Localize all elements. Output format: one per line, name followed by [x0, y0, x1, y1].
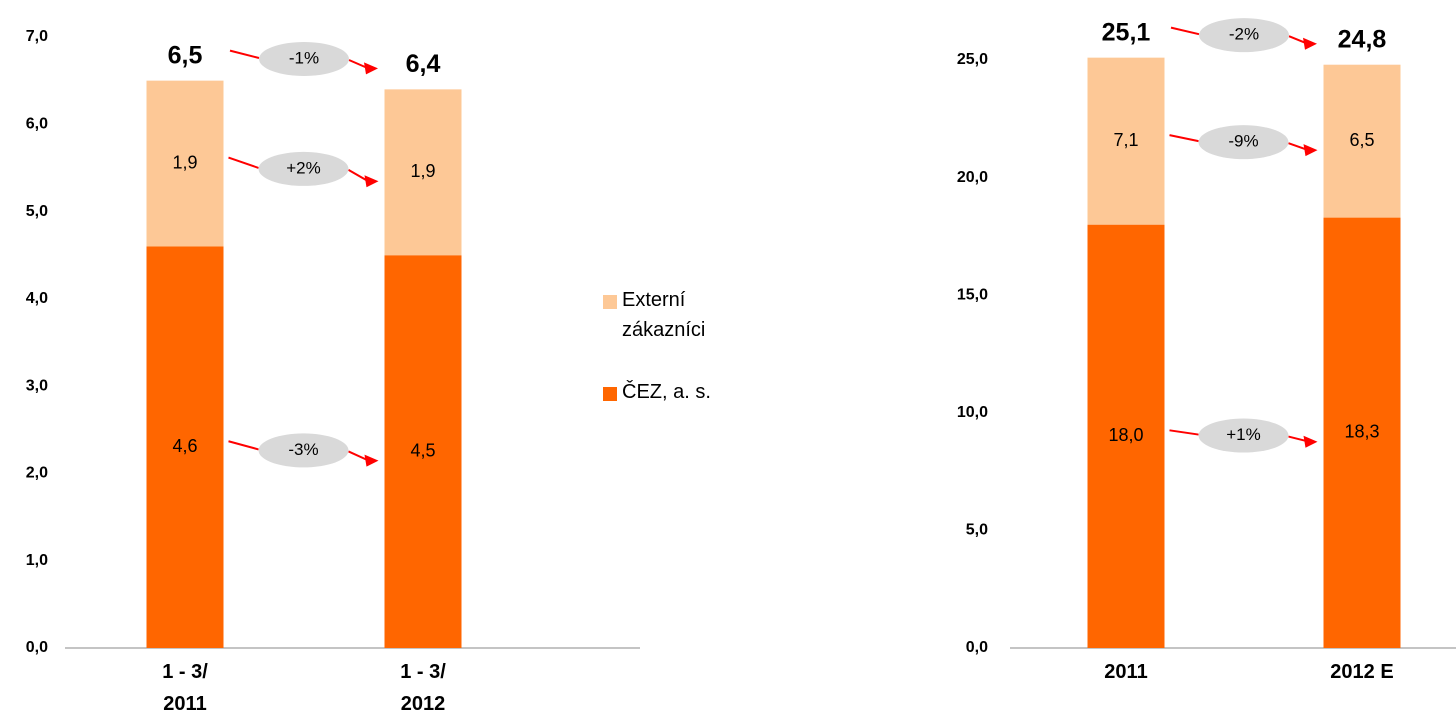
- arrow-head: [1303, 37, 1317, 50]
- total-label: 6,4: [406, 50, 441, 78]
- bar-segment: [146, 246, 224, 648]
- change-bubble: [258, 433, 349, 468]
- arrow-head: [364, 454, 379, 467]
- value-label: 4,6: [172, 436, 197, 456]
- bar-segment: [146, 80, 224, 247]
- bar-segment: [384, 89, 462, 256]
- bar-segment: [384, 255, 462, 648]
- y-tick-label: 1,0: [26, 552, 48, 569]
- legend-swatch: [603, 295, 617, 309]
- value-label: 18,3: [1344, 422, 1379, 442]
- y-tick-label: 2,0: [26, 465, 48, 482]
- change-label: -2%: [1229, 25, 1259, 44]
- change-line: [1288, 435, 1306, 442]
- y-tick-label: 6,0: [26, 116, 48, 133]
- change-bubble: [1199, 18, 1289, 53]
- change-label: +2%: [286, 158, 321, 177]
- value-label: 4,5: [410, 440, 435, 460]
- arrow-head: [364, 175, 379, 188]
- bar-segment: [1087, 57, 1165, 225]
- change-line: [348, 169, 367, 182]
- change-label: +1%: [1226, 425, 1261, 444]
- legend-swatch: [603, 387, 617, 401]
- y-tick-label: 0,0: [966, 639, 988, 656]
- y-tick-label: 15,0: [957, 286, 988, 303]
- x-tick-label: 2012 E: [1330, 661, 1394, 683]
- legend-label: ČEZ, a. s.: [622, 381, 711, 403]
- change-label: -3%: [288, 440, 318, 459]
- y-tick-label: 3,0: [26, 377, 48, 394]
- change-bubble: [1198, 418, 1289, 453]
- y-tick-label: 5,0: [966, 522, 988, 539]
- total-label: 24,8: [1338, 25, 1387, 53]
- x-tick-label: 2011: [1104, 661, 1148, 683]
- value-label: 6,5: [1349, 130, 1374, 150]
- y-tick-label: 7,0: [26, 28, 48, 45]
- bar-segment: [1087, 224, 1165, 648]
- change-line: [1169, 429, 1199, 436]
- change-line: [1288, 35, 1306, 44]
- y-tick-label: 10,0: [957, 404, 988, 421]
- total-label: 25,1: [1102, 18, 1151, 46]
- x-tick-label: 1 - 3/ 2011: [162, 661, 208, 715]
- change-line: [1169, 134, 1199, 143]
- change-label: -9%: [1228, 132, 1258, 151]
- arrow-head: [1303, 435, 1318, 448]
- change-line: [229, 49, 260, 59]
- change-line: [1288, 142, 1306, 151]
- total-label: 6,5: [168, 41, 203, 69]
- x-tick-label: 1 - 3/ 2012: [400, 661, 446, 715]
- y-tick-label: 4,0: [26, 290, 48, 307]
- change-line: [228, 156, 259, 169]
- change-line: [228, 440, 259, 451]
- change-bubble: [1198, 125, 1289, 160]
- value-label: 1,9: [172, 152, 197, 172]
- bar-segment: [1323, 217, 1401, 649]
- bar-segment: [1323, 64, 1401, 218]
- value-label: 7,1: [1113, 130, 1138, 150]
- y-tick-label: 5,0: [26, 203, 48, 220]
- y-tick-label: 25,0: [957, 51, 988, 68]
- value-label: 1,9: [410, 161, 435, 181]
- value-label: 18,0: [1108, 425, 1143, 445]
- legend-label: Externí zákazníci: [622, 289, 706, 341]
- arrow-head: [1303, 144, 1318, 157]
- change-label: -1%: [289, 48, 319, 67]
- change-bubble: [259, 42, 349, 77]
- change-line: [1170, 26, 1200, 36]
- change-line: [348, 450, 367, 461]
- change-line: [348, 59, 367, 69]
- change-bubble: [258, 151, 349, 186]
- arrow-head: [364, 62, 378, 75]
- y-tick-label: 20,0: [957, 169, 988, 186]
- y-tick-label: 0,0: [26, 639, 48, 656]
